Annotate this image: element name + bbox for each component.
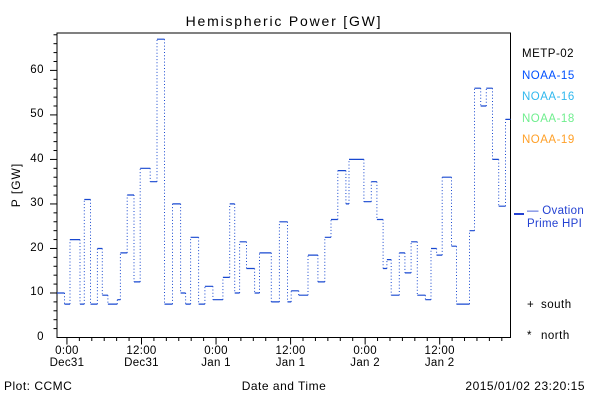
x-tick-label: 12:00 Jan 1 <box>261 345 321 369</box>
x-tick-date: Jan 2 <box>350 357 380 369</box>
y-tick-label: 30 <box>30 197 44 210</box>
legend-item-metp02: METP-02 <box>522 48 575 60</box>
plot-frame <box>56 32 511 338</box>
satellite-legend: METP-02 NOAA-15 NOAA-16 NOAA-18 NOAA-19 <box>522 44 575 152</box>
x-tick-date: Jan 1 <box>275 357 306 369</box>
hpi-step-line-horizontal <box>57 38 511 305</box>
x-tick-date: Jan 2 <box>424 357 455 369</box>
legend-item-noaa18: NOAA-18 <box>522 112 575 125</box>
legend-item-noaa16: NOAA-16 <box>522 91 575 104</box>
hpi-step-line-vertical <box>64 39 506 305</box>
legend-marker-south: + south <box>527 299 572 311</box>
x-tick-time: 12:00 <box>424 345 455 357</box>
x-tick-label: 12:00 Dec31 <box>111 345 171 369</box>
x-tick-time: 0:00 <box>204 345 228 357</box>
x-tick-label: 0:00 Dec31 <box>37 345 97 369</box>
y-tick-label: 20 <box>30 241 44 254</box>
chart-title: Hemispheric Power [GW] <box>185 13 383 29</box>
x-tick-label: 12:00 Jan 2 <box>410 345 470 369</box>
legend-item-noaa19: NOAA-19 <box>522 134 575 147</box>
y-tick-label: 0 <box>37 331 44 343</box>
legend-ovation-line1: — Ovation <box>527 205 585 217</box>
asterisk-marker-icon: * <box>527 330 532 342</box>
plot-timestamp: 2015/01/02 23:20:15 <box>465 379 585 393</box>
plot-source-label: Plot: CCMC <box>4 379 73 393</box>
x-tick-time: 0:00 <box>353 345 377 357</box>
x-tick-time: 12:00 <box>275 345 306 357</box>
y-tick-label: 60 <box>30 63 44 76</box>
x-tick-label: 0:00 Jan 2 <box>335 345 395 369</box>
y-tick-label: 10 <box>30 286 44 299</box>
legend-marker-north-label: north <box>541 330 570 342</box>
x-tick-date: Dec31 <box>124 357 159 369</box>
legend-marker-north: * north <box>527 330 570 342</box>
x-tick-time: 12:00 <box>126 345 157 357</box>
x-tick-date: Dec31 <box>49 357 85 369</box>
legend-ovation: — Ovation Prime HPI <box>527 205 584 230</box>
legend-marker-south-label: south <box>541 299 572 311</box>
x-tick-date: Jan 1 <box>201 357 231 369</box>
x-tick-label: 0:00 Jan 1 <box>186 345 246 369</box>
legend-ovation-line2: Prime HPI <box>527 217 583 230</box>
legend-item-noaa15: NOAA-15 <box>522 69 575 82</box>
y-tick-label: 50 <box>30 108 44 121</box>
x-tick-time: 0:00 <box>55 345 79 357</box>
x-axis-title: Date and Time <box>241 379 327 393</box>
plus-marker-icon: + <box>527 299 535 311</box>
y-tick-label: 40 <box>30 152 44 165</box>
ovation-line-sample <box>514 213 524 215</box>
